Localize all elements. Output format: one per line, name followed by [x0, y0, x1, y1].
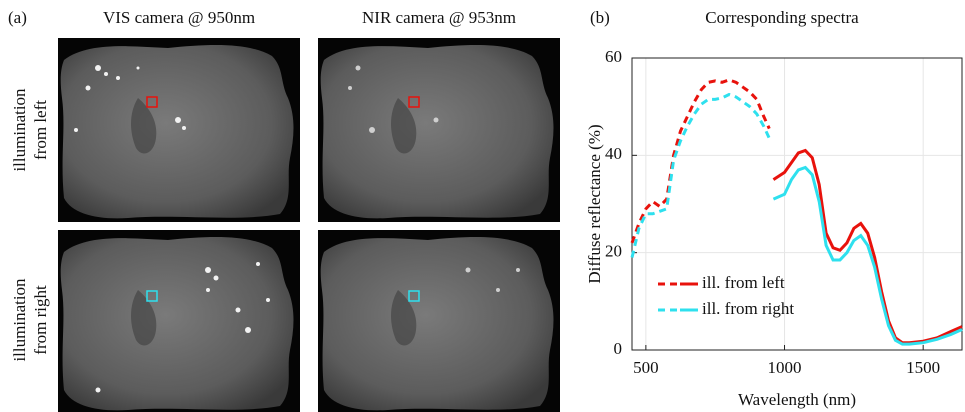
y-tick-label: 20	[605, 242, 622, 261]
y-tick-label: 0	[614, 339, 623, 358]
column-title: VIS camera @ 950nm	[103, 8, 255, 27]
image-vis-right	[58, 230, 300, 412]
legend-label: ill. from right	[702, 299, 794, 318]
row-label-line: illumination	[10, 88, 29, 172]
x-axis-label: Wavelength (nm)	[738, 390, 856, 409]
column-title: NIR camera @ 953nm	[362, 8, 516, 27]
y-tick-label: 40	[605, 144, 622, 163]
row-label-line: from right	[31, 285, 50, 355]
row-label-line: illumination	[10, 278, 29, 362]
series-line	[772, 165, 963, 346]
panel-label: (a)	[8, 8, 27, 27]
x-tick-label: 1000	[768, 358, 802, 377]
legend-label: ill. from left	[702, 273, 785, 292]
x-tick-label: 1500	[906, 358, 940, 377]
row-label-line: from left	[31, 100, 50, 160]
x-tick-label: 500	[633, 358, 659, 377]
image-nir-left	[318, 38, 560, 222]
image-nir-right	[318, 230, 560, 412]
y-tick-label: 60	[605, 47, 622, 66]
row-label: illumination from right	[10, 278, 50, 362]
y-axis-label: Diffuse reflectance (%)	[585, 124, 604, 283]
image-vis-left	[58, 38, 300, 222]
plot: 0 20 40 60 500 1000 1500 ill. from left ill. fro…	[605, 47, 963, 377]
series-line	[630, 92, 771, 258]
row-label: illumination from left	[10, 88, 50, 172]
axes-box	[631, 57, 963, 351]
panel-label: (b)	[590, 8, 610, 27]
series-line	[630, 78, 771, 244]
chart-title: Corresponding spectra	[705, 8, 859, 27]
